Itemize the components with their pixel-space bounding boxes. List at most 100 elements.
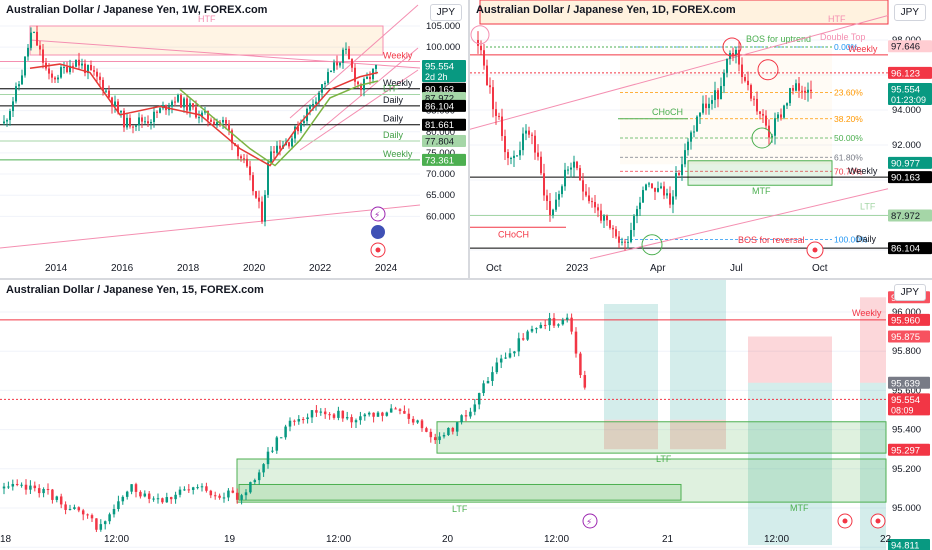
m15-candle-body <box>517 338 521 352</box>
weekly-candle-body <box>174 101 176 103</box>
daily-candle-body <box>783 105 785 118</box>
weekly-candle-body <box>120 110 122 113</box>
weekly-candle-body <box>216 122 218 125</box>
daily-candle-body <box>717 90 719 100</box>
m15-candle-body <box>381 412 384 416</box>
panel-divider-horizontal[interactable] <box>0 278 932 280</box>
m15-candle-body <box>37 488 41 494</box>
m15-candle-body <box>499 358 503 363</box>
weekly-currency-button[interactable]: JPY <box>429 4 462 21</box>
m15-price-tag-value: 94.811 <box>891 541 919 550</box>
m15-chart-panel[interactable]: MTF LTF LTF Weekly 96.000 95.800 95.600 95.400 9… <box>0 280 932 550</box>
m15-candle-body <box>29 485 32 490</box>
daily-candle-body <box>546 195 548 202</box>
weekly-chart-panel[interactable]: HTF Weekly Weekly LTF Daily Daily Daily Weekly 1… <box>0 0 468 278</box>
daily-candle-body <box>762 113 764 116</box>
x-tick-label: Oct <box>812 263 828 274</box>
m15-candle-body <box>213 495 217 497</box>
daily-candle-body <box>621 241 623 243</box>
m15-candle-body <box>328 414 331 416</box>
weekly-candle-body <box>288 142 290 147</box>
m15-price-tag-value: 95.960 <box>891 315 920 326</box>
weekly-candle-body <box>48 68 50 74</box>
x-tick-label: 19 <box>224 534 236 545</box>
daily-candle-body <box>501 116 503 137</box>
htf-label: HTF <box>828 14 846 24</box>
panel-divider-vertical[interactable] <box>468 0 470 278</box>
daily-candle-body <box>525 130 527 134</box>
m15-candle-body <box>103 521 107 525</box>
x-tick-label: 12:00 <box>104 534 129 545</box>
weekly-price-tag-value: 86.104 <box>425 101 454 112</box>
m15-candle-body <box>64 504 67 510</box>
daily-candle-body <box>654 188 656 192</box>
m15-candle-body <box>482 383 485 394</box>
m15-candle-body <box>165 497 169 503</box>
weekly-candle-body <box>264 194 266 222</box>
weekly-candle-body <box>111 97 113 107</box>
m15-candle-body <box>257 472 261 481</box>
m15-candle-body <box>209 490 213 496</box>
m15-candle-body <box>125 491 129 497</box>
m15-candle-body <box>15 483 19 485</box>
daily-candle-body <box>576 161 578 169</box>
weekly-candle-body <box>360 84 362 91</box>
m15-chart[interactable]: MTF LTF LTF Weekly 96.000 95.800 95.600 95.400 9… <box>0 280 932 550</box>
m15-candle-body <box>473 404 477 412</box>
weekly-candle-body <box>150 121 152 124</box>
daily-price-tag-value: 90.163 <box>891 173 920 184</box>
daily-candle-body <box>528 130 530 135</box>
m15-candle-body <box>288 420 292 427</box>
daily-candle-body <box>699 112 701 117</box>
lightning-icon-glyph: ⚡ <box>586 517 592 527</box>
weekly-candle-body <box>153 111 155 122</box>
weekly-candle-body <box>318 92 320 102</box>
weekly-candle-body <box>333 62 335 71</box>
m15-candle-body <box>530 328 534 332</box>
weekly-candle-body <box>63 66 65 68</box>
m15-candle-body <box>46 489 50 491</box>
weekly-candle-body <box>9 111 11 121</box>
daily-candle-body <box>579 168 581 181</box>
m15-price-tag-bg <box>888 313 930 326</box>
m15-candle-body <box>367 412 371 415</box>
daily-price-tag-value: 95.554 <box>891 85 920 96</box>
htf-zone-label: HTF <box>198 14 216 24</box>
m15-candle-body <box>222 497 226 499</box>
x-tick-label: 2023 <box>566 263 589 274</box>
m15-candle-body <box>583 375 587 388</box>
daily-candle-body <box>750 85 752 99</box>
fib-label: 0.00% <box>834 42 859 52</box>
m15-candle-body <box>183 489 186 491</box>
daily-currency-button[interactable]: JPY <box>893 4 926 21</box>
x-tick-label: Jul <box>730 263 743 274</box>
weekly-candle-body <box>183 98 185 108</box>
daily-candle-body <box>552 209 554 215</box>
daily-candle-body <box>777 114 779 119</box>
m15-candle-body <box>447 427 450 436</box>
support-trendline <box>0 204 421 249</box>
weekly-candle-body <box>315 101 317 105</box>
m15-candle-body <box>350 417 353 423</box>
m15-candle-body <box>293 420 296 422</box>
bos-rev-label: BOS for reversal <box>738 235 805 245</box>
m15-currency-button[interactable]: JPY <box>893 284 926 301</box>
m15-chart-title: Australian Dollar / Japanese Yen, 15, FO… <box>6 284 264 296</box>
weekly-chart[interactable]: HTFWeeklyWeeklyLTFDailyDailyDailyWeekly1… <box>0 0 468 278</box>
m15-candle-body <box>504 357 507 359</box>
m15-candle-body <box>376 412 380 417</box>
m15-candle-body <box>284 426 287 438</box>
m15-candle-body <box>570 317 573 332</box>
daily-candle-body <box>696 116 698 132</box>
weekly-candle-body <box>180 95 182 108</box>
daily-chart-panel[interactable]: HTF Double Top 0.00% 23.60% 38.20% 50.00% 61.8… <box>470 0 932 278</box>
weekly-candle-body <box>57 77 59 80</box>
x-tick-label: 2016 <box>111 263 134 274</box>
m15-candle-body <box>310 410 314 418</box>
weekly-candle-body <box>33 31 35 33</box>
ltf-zone-upper <box>436 421 887 454</box>
daily-candle-body <box>747 80 749 86</box>
m15-candle-body <box>112 509 116 515</box>
m15-candle-body <box>411 418 415 423</box>
